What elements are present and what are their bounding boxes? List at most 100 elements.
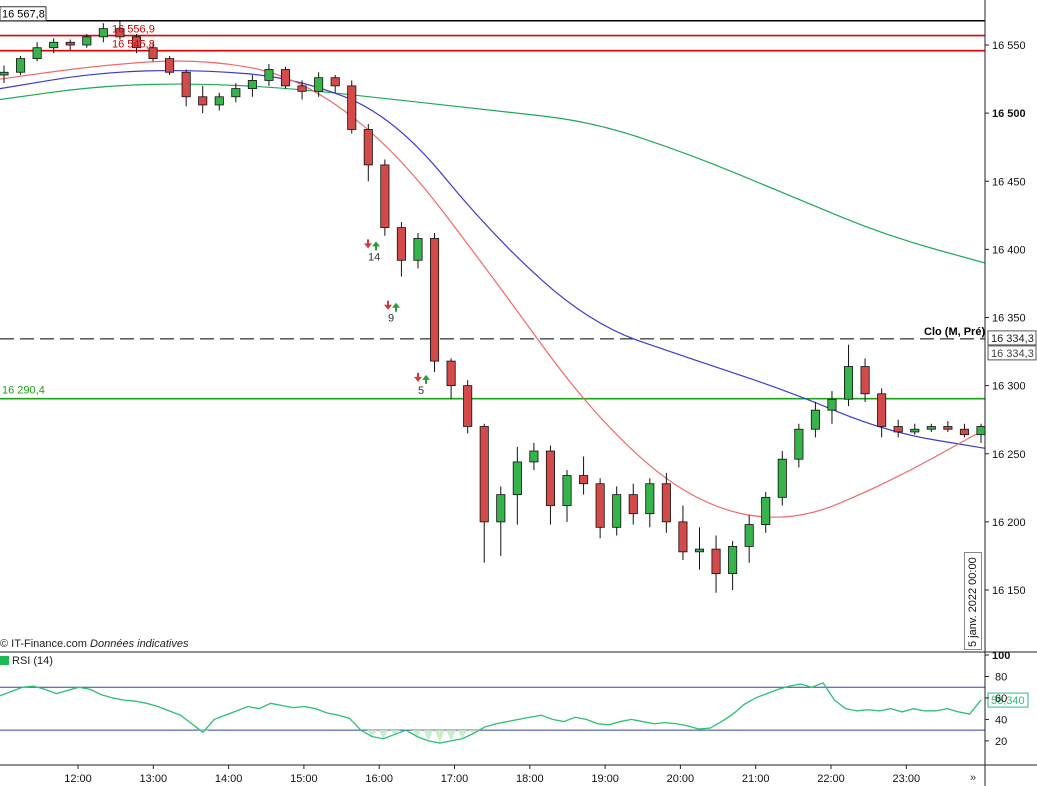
candle-body — [231, 88, 241, 98]
last-price-box — [987, 345, 1037, 361]
candle-body — [0, 71, 9, 76]
candle-body — [843, 366, 854, 400]
x-tick-label: 23:00 — [893, 773, 921, 785]
candle — [728, 540, 738, 590]
candle-body — [694, 548, 705, 553]
candle — [694, 527, 705, 570]
y-tick-label: 16 450 — [992, 176, 1026, 188]
down-arrow-icon — [384, 300, 392, 310]
scroll-right-icon[interactable]: » — [970, 772, 976, 784]
candle-body — [380, 164, 390, 228]
rsi-tick-label: 40 — [995, 714, 1007, 726]
candle-body — [860, 366, 870, 395]
candle — [131, 34, 142, 54]
rsi-tick-label: 60 — [995, 693, 1007, 705]
x-tick-label: 21:00 — [742, 773, 770, 785]
candle — [65, 39, 75, 51]
candle-body — [347, 85, 357, 130]
level-caption: Clo (M, Pré) — [924, 326, 985, 338]
moving-average-line — [0, 83, 986, 264]
candle — [893, 419, 903, 438]
y-tick-label: 16 550 — [992, 40, 1026, 52]
candle-body — [711, 548, 721, 575]
candle-body — [910, 428, 920, 433]
candle-body — [976, 426, 986, 436]
candle — [744, 515, 754, 563]
x-tick-label: 20:00 — [667, 773, 695, 785]
candle — [761, 491, 771, 533]
level-value-label: 16 334,3 — [991, 333, 1034, 345]
candle — [943, 421, 953, 432]
candle-body — [32, 47, 42, 60]
candle-body — [943, 426, 953, 430]
candle — [959, 423, 969, 438]
candle-body — [877, 393, 887, 427]
moving-average-line — [0, 60, 986, 518]
rsi-legend: RSI (14) — [0, 655, 53, 667]
candle-body — [744, 524, 754, 547]
x-tick-label: 14:00 — [215, 773, 243, 785]
candle — [877, 388, 887, 438]
candle — [794, 423, 804, 468]
candle-body — [65, 41, 75, 46]
candle-body — [529, 450, 539, 463]
candle-body — [545, 450, 555, 506]
y-tick-label: 16 250 — [992, 449, 1026, 461]
level-label: 16 556,9 — [112, 24, 155, 36]
candle-body — [926, 426, 936, 430]
candle-body — [628, 494, 638, 515]
candle-body — [314, 77, 324, 92]
candle — [181, 69, 191, 107]
up-arrow-icon — [372, 241, 380, 251]
candle-body — [446, 360, 456, 387]
rsi-tick-label: 20 — [995, 736, 1007, 748]
x-tick-label: 19:00 — [591, 773, 619, 785]
candle-body — [297, 85, 307, 92]
down-arrow-icon — [414, 372, 422, 382]
candle — [32, 42, 42, 62]
signal-count-label: 9 — [388, 313, 394, 325]
candle-body — [430, 238, 440, 362]
candle — [314, 72, 324, 97]
y-tick-label: 16 350 — [992, 313, 1026, 325]
candle-body — [761, 496, 771, 526]
date-marker: 5 janv. 2022 00:00 — [964, 552, 982, 650]
candle — [777, 451, 787, 506]
candle — [247, 74, 257, 97]
candle-body — [612, 494, 622, 528]
chart-credit: © IT-Finance.com Données indicatives — [0, 638, 189, 650]
candle — [280, 66, 291, 89]
candle-body — [777, 458, 787, 498]
candle-body — [148, 47, 158, 60]
candle-body — [893, 426, 903, 433]
candle-body — [810, 409, 820, 430]
rsi-swatch-icon — [0, 656, 9, 665]
candle — [628, 483, 638, 525]
rsi-value-label: 58,340 — [991, 695, 1025, 707]
candle-body — [794, 428, 804, 460]
x-tick-label: 12:00 — [64, 773, 92, 785]
candle — [446, 358, 456, 400]
candle — [264, 64, 274, 86]
candle-body — [198, 96, 208, 106]
x-tick-label: 13:00 — [140, 773, 168, 785]
candle — [231, 83, 241, 103]
candle — [115, 20, 125, 40]
candle — [678, 505, 688, 561]
moving-average-line — [0, 69, 986, 449]
candle-body — [98, 28, 108, 38]
candle — [595, 478, 605, 539]
candle-body — [49, 41, 59, 49]
signal-count-label: 5 — [418, 385, 424, 397]
candle — [0, 65, 9, 84]
x-tick-label: 16:00 — [365, 773, 393, 785]
candle-body — [645, 483, 655, 515]
candle-body — [678, 521, 688, 553]
candle — [49, 38, 59, 54]
candle — [579, 456, 589, 495]
level-value-box — [987, 330, 1037, 346]
candle — [297, 80, 307, 100]
candle — [612, 486, 622, 536]
candle-body — [479, 426, 489, 523]
